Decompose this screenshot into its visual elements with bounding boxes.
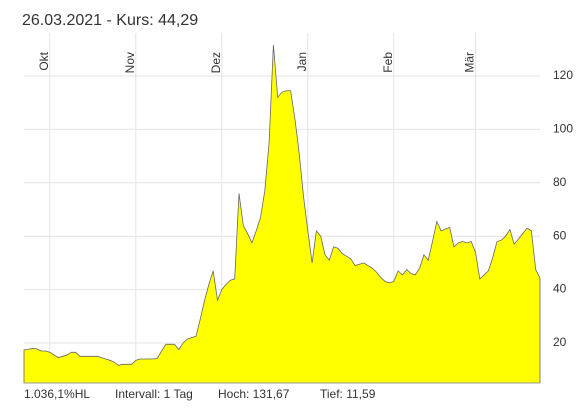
x-tick-label: Dez [209, 52, 223, 73]
header-title: 26.03.2021 - Kurs: 44,29 [22, 12, 198, 29]
x-tick-label: Jan [295, 52, 309, 71]
x-tick-label: Feb [381, 52, 395, 73]
footer-stat: Hoch: 131,67 [218, 387, 290, 401]
x-tick-label: Nov [123, 52, 137, 73]
y-tick-label: 60 [553, 228, 567, 242]
y-tick-label: 40 [553, 282, 567, 296]
x-tick-label: Okt [37, 51, 51, 70]
x-tick-label: Mär [463, 52, 477, 73]
y-tick-label: 120 [553, 68, 573, 82]
y-tick-label: 80 [553, 175, 567, 189]
footer-stat: 1.036,1%HL [24, 387, 90, 401]
area [23, 44, 541, 384]
footer-stat: Intervall: 1 Tag [115, 387, 193, 401]
y-tick-label: 100 [553, 122, 573, 136]
footer-stat: Tief: 11,59 [320, 387, 376, 401]
y-tick-label: 20 [553, 335, 567, 349]
